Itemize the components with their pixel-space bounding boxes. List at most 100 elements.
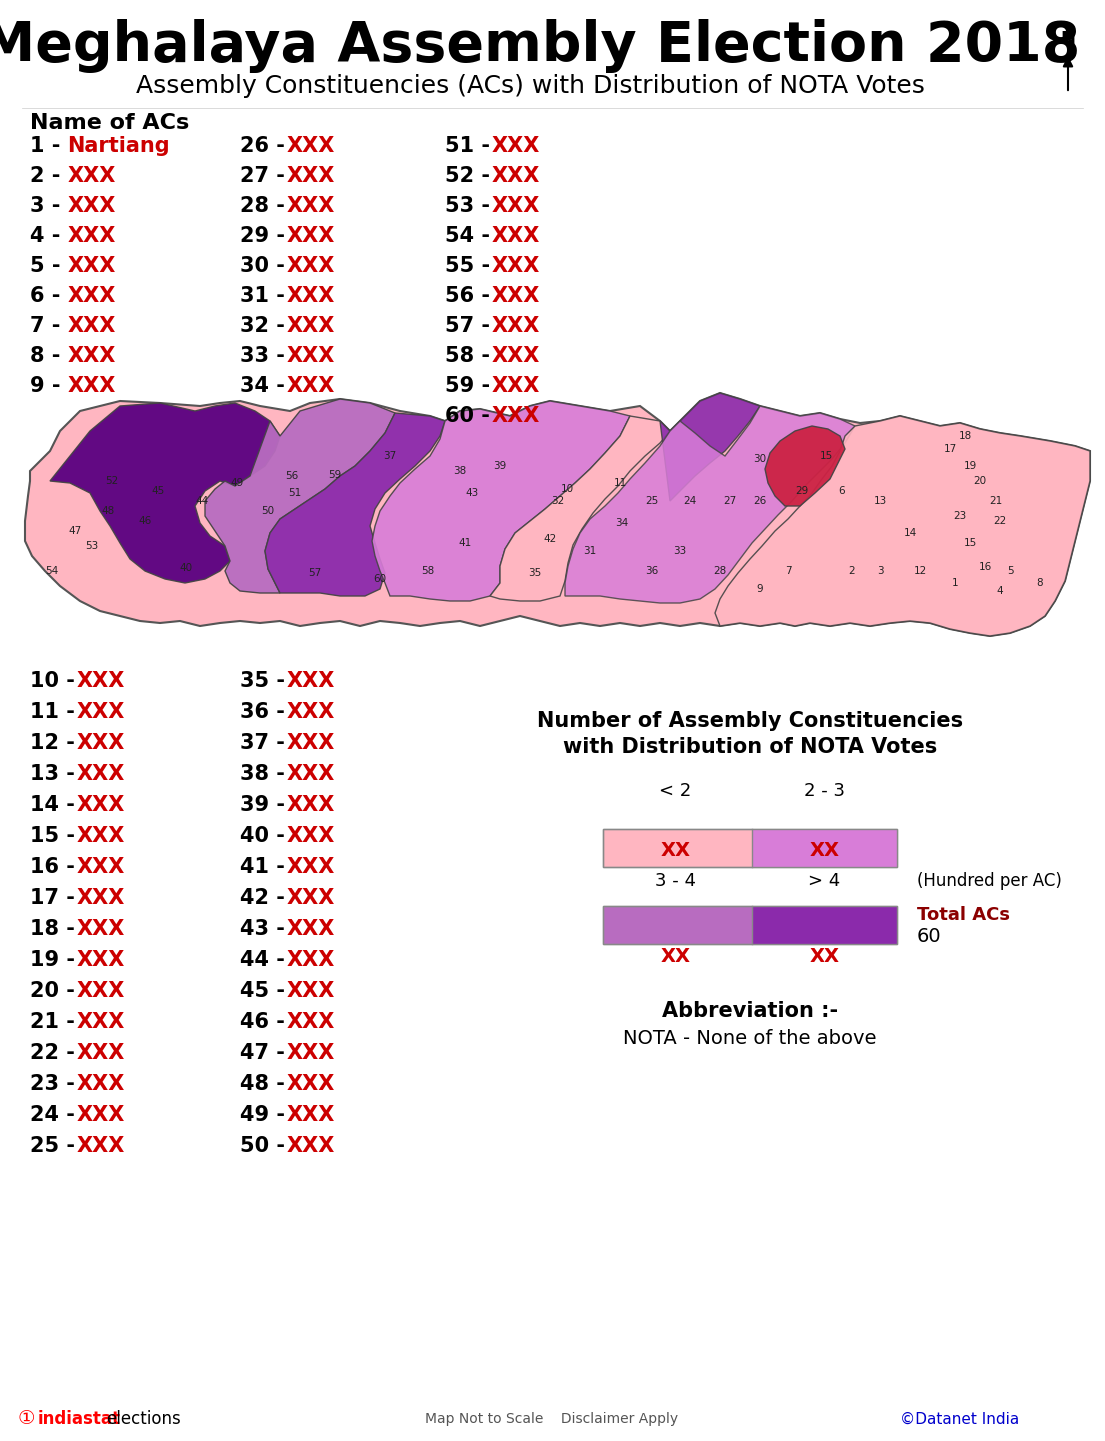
Text: Assembly Constituencies (ACs) with Distribution of NOTA Votes: Assembly Constituencies (ACs) with Distr… bbox=[136, 73, 925, 98]
Text: 15: 15 bbox=[964, 537, 977, 548]
Text: 5: 5 bbox=[1007, 566, 1013, 576]
Text: 6 -: 6 - bbox=[30, 285, 67, 305]
Text: 50: 50 bbox=[262, 506, 274, 516]
Text: 20 -: 20 - bbox=[30, 981, 82, 1001]
Polygon shape bbox=[372, 401, 630, 601]
Text: XXX: XXX bbox=[286, 733, 335, 754]
Text: 51 -: 51 - bbox=[445, 135, 497, 156]
Text: 3 -: 3 - bbox=[30, 196, 67, 216]
Text: XXX: XXX bbox=[492, 346, 540, 366]
Text: 11 -: 11 - bbox=[30, 702, 82, 722]
Text: 13: 13 bbox=[873, 496, 886, 506]
Text: 35 -: 35 - bbox=[240, 672, 292, 692]
Text: XX: XX bbox=[661, 842, 691, 860]
Text: XXX: XXX bbox=[76, 981, 125, 1001]
Text: XXX: XXX bbox=[286, 857, 335, 878]
Text: 22 -: 22 - bbox=[30, 1043, 82, 1063]
Text: 16: 16 bbox=[978, 562, 991, 572]
Text: XXX: XXX bbox=[76, 1012, 125, 1032]
Text: XXX: XXX bbox=[492, 226, 540, 246]
Text: 3: 3 bbox=[876, 566, 883, 576]
Text: 55 -: 55 - bbox=[445, 256, 497, 277]
Text: XXX: XXX bbox=[67, 376, 116, 396]
Text: 57: 57 bbox=[308, 568, 322, 578]
Text: 40 -: 40 - bbox=[240, 826, 292, 846]
Polygon shape bbox=[660, 393, 760, 501]
Text: ©Datanet India: ©Datanet India bbox=[899, 1412, 1019, 1427]
Text: XX: XX bbox=[661, 947, 691, 965]
Text: 4 -: 4 - bbox=[30, 226, 67, 246]
Text: XXX: XXX bbox=[286, 1043, 335, 1063]
Text: 7: 7 bbox=[785, 566, 791, 576]
Text: 10 -: 10 - bbox=[30, 672, 82, 692]
Text: 52 -: 52 - bbox=[445, 166, 497, 186]
Text: 38: 38 bbox=[453, 465, 466, 476]
Text: 1 -: 1 - bbox=[30, 135, 67, 156]
Text: 53 -: 53 - bbox=[445, 196, 497, 216]
Text: Nartiang: Nartiang bbox=[67, 135, 170, 156]
Text: XXX: XXX bbox=[67, 226, 116, 246]
Text: 37 -: 37 - bbox=[240, 733, 292, 754]
Text: 9: 9 bbox=[757, 584, 764, 594]
Text: 32: 32 bbox=[551, 496, 565, 506]
Text: 59 -: 59 - bbox=[445, 376, 497, 396]
Text: 21: 21 bbox=[989, 496, 1002, 506]
Text: 10: 10 bbox=[560, 484, 573, 494]
Text: XXX: XXX bbox=[76, 733, 125, 754]
Text: Abbreviation :-: Abbreviation :- bbox=[662, 1001, 838, 1022]
Text: 45: 45 bbox=[151, 486, 165, 496]
Text: XXX: XXX bbox=[492, 256, 540, 277]
Text: XXX: XXX bbox=[76, 1074, 125, 1094]
Text: XXX: XXX bbox=[76, 1043, 125, 1063]
Text: XXX: XXX bbox=[67, 285, 116, 305]
Text: 33 -: 33 - bbox=[240, 346, 292, 366]
Text: XX: XX bbox=[810, 842, 840, 860]
Text: XXX: XXX bbox=[67, 196, 116, 216]
Text: 5 -: 5 - bbox=[30, 256, 67, 277]
Text: 17: 17 bbox=[944, 444, 957, 454]
Text: XXX: XXX bbox=[286, 1105, 335, 1125]
Text: XXX: XXX bbox=[67, 256, 116, 277]
Text: 56: 56 bbox=[285, 471, 298, 481]
Text: Name of ACs: Name of ACs bbox=[30, 112, 189, 133]
Text: 32 -: 32 - bbox=[240, 316, 292, 336]
Polygon shape bbox=[265, 414, 445, 597]
Text: 22: 22 bbox=[993, 516, 1007, 526]
Text: XXX: XXX bbox=[67, 316, 116, 336]
Text: 58: 58 bbox=[421, 566, 434, 576]
Text: XXX: XXX bbox=[286, 1012, 335, 1032]
Text: 2 -: 2 - bbox=[30, 166, 67, 186]
Text: 12 -: 12 - bbox=[30, 733, 82, 754]
Text: XXX: XXX bbox=[286, 764, 335, 784]
Text: 15 -: 15 - bbox=[30, 826, 82, 846]
Text: 49 -: 49 - bbox=[240, 1105, 292, 1125]
Text: 33: 33 bbox=[673, 546, 686, 556]
Text: XXX: XXX bbox=[286, 316, 335, 336]
Text: 46: 46 bbox=[138, 516, 151, 526]
Bar bbox=[603, 829, 897, 867]
Text: XXX: XXX bbox=[492, 376, 540, 396]
Text: XXX: XXX bbox=[76, 919, 125, 940]
Text: XXX: XXX bbox=[492, 285, 540, 305]
Text: 17 -: 17 - bbox=[30, 888, 82, 908]
Bar bbox=[603, 906, 897, 944]
Text: N: N bbox=[1061, 30, 1075, 48]
Bar bbox=[603, 906, 897, 944]
Text: 48: 48 bbox=[102, 506, 115, 516]
Text: XXX: XXX bbox=[286, 919, 335, 940]
Bar bbox=[753, 829, 897, 867]
Text: 60: 60 bbox=[917, 928, 941, 947]
Polygon shape bbox=[206, 399, 394, 594]
Text: XXX: XXX bbox=[286, 256, 335, 277]
Text: 21 -: 21 - bbox=[30, 1012, 82, 1032]
Text: XXX: XXX bbox=[492, 406, 540, 427]
Text: Meghalaya Assembly Election 2018: Meghalaya Assembly Election 2018 bbox=[0, 19, 1081, 73]
Text: 28 -: 28 - bbox=[240, 196, 292, 216]
Text: Map Not to Scale    Disclaimer Apply: Map Not to Scale Disclaimer Apply bbox=[425, 1412, 678, 1427]
Text: 30: 30 bbox=[754, 454, 767, 464]
Text: 49: 49 bbox=[230, 478, 243, 488]
Text: XXX: XXX bbox=[492, 135, 540, 156]
Text: 8: 8 bbox=[1036, 578, 1043, 588]
Text: XXX: XXX bbox=[286, 826, 335, 846]
Text: XXX: XXX bbox=[286, 135, 335, 156]
